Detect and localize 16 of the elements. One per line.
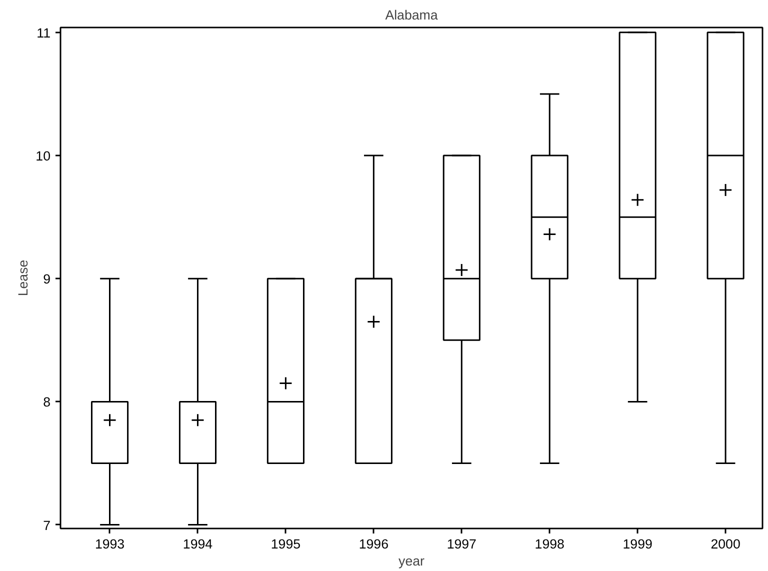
x-tick-label: 1993	[94, 536, 125, 552]
x-tick-label: 1999	[622, 536, 652, 552]
x-tick-label: 1995	[270, 536, 301, 552]
chart-title: Alabama	[385, 8, 438, 22]
y-tick-label: 9	[43, 272, 51, 287]
x-tick-label: 1996	[358, 536, 389, 552]
x-tick-label: 1994	[182, 536, 214, 552]
x-tick-label: 2000	[710, 536, 740, 552]
y-tick-label: 10	[36, 148, 51, 164]
x-tick-label: 1997	[446, 536, 476, 552]
x-axis-title: year	[398, 554, 426, 568]
y-tick-label: 8	[43, 394, 51, 410]
y-axis-title: Lease	[16, 260, 31, 296]
y-tick-label: 11	[36, 25, 51, 40]
y-tick-label: 7	[43, 518, 51, 533]
x-tick-label: 1998	[534, 536, 564, 552]
